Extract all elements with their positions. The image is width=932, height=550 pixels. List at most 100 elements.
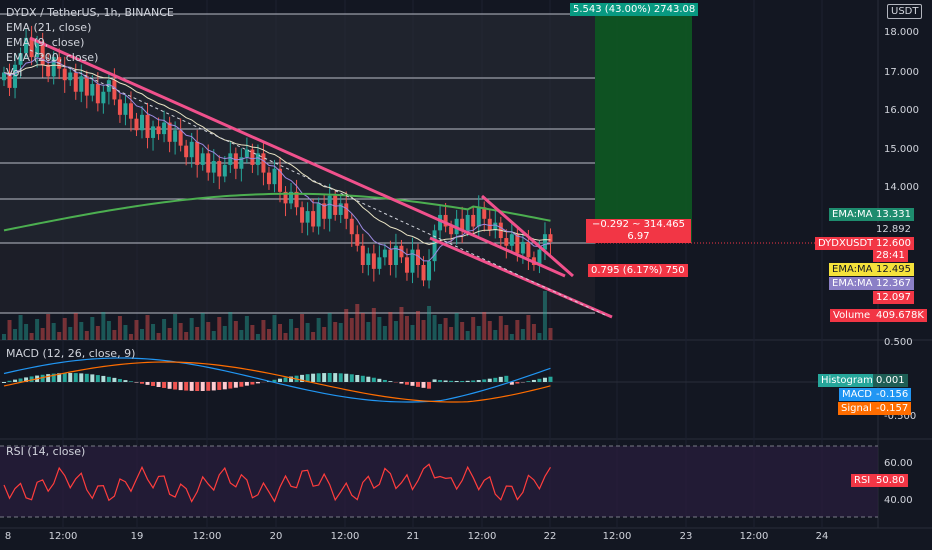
candle-body (438, 214, 443, 231)
candle-body (123, 103, 128, 115)
macd-histogram-bar (40, 374, 45, 382)
candle-body (13, 64, 18, 88)
ema9-legend[interactable]: EMA (9, close) (6, 36, 85, 49)
candle-body (84, 76, 89, 96)
macd-histogram-bar (255, 382, 260, 384)
volume-bar (432, 315, 437, 340)
volume-bar (509, 334, 514, 340)
volume-bar (123, 325, 128, 340)
macd-histogram-bar (195, 382, 200, 391)
volume-bar (189, 318, 194, 340)
volume-bar (371, 308, 376, 340)
candle-body (117, 99, 122, 115)
rsi-legend[interactable]: RSI (14, close) (6, 445, 86, 458)
volume-bar (84, 331, 89, 340)
volume-bar (283, 333, 288, 340)
rsi-tag-name: RSI (851, 474, 874, 487)
candle-body (520, 241, 525, 254)
macd-tick: -0.500 (884, 411, 917, 422)
candle-body (266, 172, 271, 185)
target-label[interactable]: 5.543 (43.00%) 2743.08 (570, 3, 699, 16)
time-label: 22 (543, 531, 557, 542)
macd-histogram-bar (283, 377, 288, 382)
macd-histogram-bar (548, 376, 553, 382)
volume-bar (79, 322, 84, 340)
volume-bar (51, 323, 56, 340)
candle-body (460, 218, 465, 231)
macd-histogram-bar (140, 382, 144, 384)
macd-histogram-bar (156, 382, 161, 388)
rsi-tick: 40.00 (884, 495, 913, 506)
macd-histogram-bar (211, 382, 216, 391)
stop-label[interactable]: 0.795 (6.17%) 750 (588, 264, 688, 277)
volume-bar (233, 321, 238, 340)
macd-histogram-bar (493, 377, 498, 382)
symbol-price-value: 12.600 (873, 237, 914, 250)
volume-bar (68, 327, 73, 340)
candle-body (128, 103, 133, 119)
time-label: 12:00 (467, 531, 497, 542)
volume-bar (460, 322, 465, 340)
volume-bar (101, 312, 106, 340)
volume-bar (360, 313, 365, 340)
macd-histogram-bar (101, 375, 106, 382)
macd-histogram-bar (404, 382, 409, 385)
volume-bar (311, 332, 316, 340)
volume-legend[interactable]: Vol (6, 66, 23, 79)
candle-body (261, 153, 266, 173)
candle-body (393, 245, 398, 265)
candle-body (255, 153, 260, 165)
macd-histogram-bar (145, 382, 150, 385)
macd-histogram-bar (537, 378, 542, 382)
macd-histogram-bar (200, 382, 205, 391)
currency-label[interactable]: USDT (887, 4, 923, 19)
volume-bar (112, 330, 117, 340)
volume-bar (228, 312, 233, 340)
volume-bar (416, 311, 420, 340)
macd-histogram-bar (51, 373, 56, 382)
volume-bar (167, 328, 172, 340)
candle-body (322, 203, 327, 219)
candle-body (178, 130, 183, 146)
time-label: 12:00 (330, 531, 360, 542)
candle-body (327, 195, 332, 219)
symbol-title[interactable]: DYDX / TetherUS, 1h, BINANCE (6, 6, 174, 19)
macd-histogram-bar (289, 376, 294, 382)
time-label: 12:00 (739, 531, 769, 542)
candle-body (410, 249, 415, 273)
volume-bar (454, 313, 459, 340)
volume-bar (449, 327, 454, 340)
candle-body (79, 76, 84, 92)
macd-histogram-bar (7, 380, 12, 382)
ema-tag-1-name: EMA:MA (829, 208, 876, 221)
ema-tag-1-value: 13.331 (873, 208, 914, 221)
candle-body (68, 72, 73, 81)
macd-histogram-bar (504, 375, 509, 382)
volume-bar (35, 319, 40, 340)
volume-bar (421, 320, 426, 340)
macd-histogram-bar (128, 381, 133, 382)
main-legend: DYDX / TetherUS, 1h, BINANCE EMA (21, cl… (6, 5, 174, 80)
candle-body (195, 141, 200, 165)
low-tag: 12.097 (873, 291, 914, 304)
macd-histogram-bar (206, 382, 211, 391)
candle-body (316, 203, 321, 227)
candle-body (140, 114, 144, 131)
macd-histogram-bar (134, 382, 139, 383)
macd-legend[interactable]: MACD (12, 26, close, 9) (6, 347, 136, 360)
candle-body (300, 207, 305, 223)
candle-body (476, 207, 481, 227)
macd-histogram-bar (338, 373, 343, 382)
ema21-legend[interactable]: EMA (21, close) (6, 21, 92, 34)
macd-histogram-bar (460, 380, 465, 382)
candle-body (272, 168, 277, 185)
volume-bar (162, 319, 167, 340)
ema200-legend[interactable]: EMA (200, close) (6, 51, 99, 64)
volume-bar (62, 318, 67, 340)
macd-histogram-bar (438, 380, 443, 382)
candle-body (46, 64, 51, 77)
position-center-label[interactable]: −0.292 ~ 314.465 6.97 (586, 219, 691, 243)
volume-bar (410, 325, 415, 340)
volume-bar (294, 328, 299, 340)
